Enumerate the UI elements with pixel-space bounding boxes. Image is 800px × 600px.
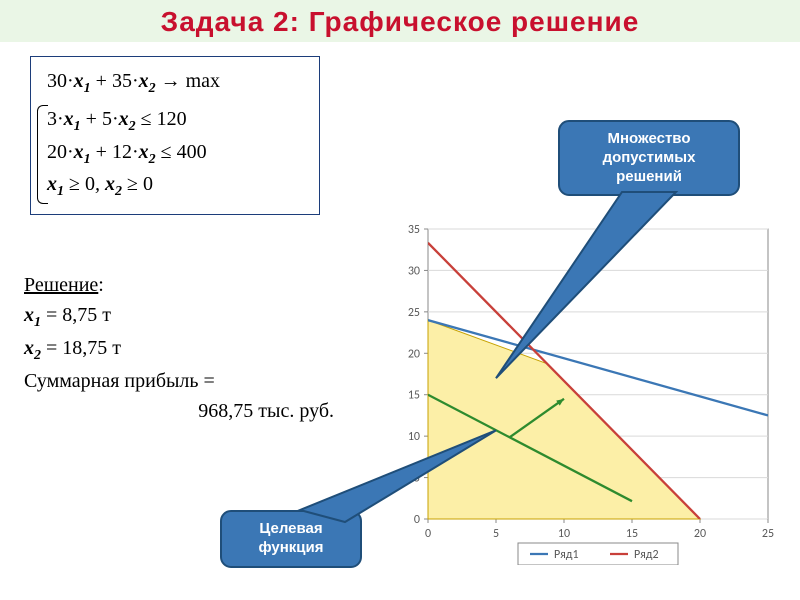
svg-text:10: 10 xyxy=(408,430,420,444)
formula-box: 30·x1 + 35·x2 → max 3·x1 + 5·x2 ≤ 120 20… xyxy=(30,56,320,215)
svg-text:25: 25 xyxy=(408,306,420,320)
constraint-1: 3·x1 + 5·x2 ≤ 120 xyxy=(47,105,307,137)
page-title: Задача 2: Графическое решение xyxy=(0,0,800,42)
svg-text:0: 0 xyxy=(414,513,420,527)
svg-text:25: 25 xyxy=(762,527,774,541)
profit-value: 968,75 тыс. руб. xyxy=(24,396,344,426)
objective-fn: 30·x1 + 35·x2 → max xyxy=(47,67,307,99)
solution-x2: x2 = 18,75 т xyxy=(24,337,121,359)
svg-text:20: 20 xyxy=(694,527,706,541)
svg-text:10: 10 xyxy=(558,527,570,541)
profit-label: Суммарная прибыль = xyxy=(24,370,215,392)
constraint-2: 20·x1 + 12·x2 ≤ 400 xyxy=(47,138,307,170)
svg-text:5: 5 xyxy=(414,472,420,486)
brace-icon xyxy=(37,105,48,204)
solution-x1: x1 = 8,75 т xyxy=(24,304,111,326)
callout-feasible-region: Множестводопустимыхрешений xyxy=(558,120,740,196)
svg-text:15: 15 xyxy=(408,389,420,403)
callout-objective-fn: Целеваяфункция xyxy=(220,510,362,568)
chart: 0 5 10 15 20 25 30 35 0 5 10 15 20 25 Ряд1 Ряд2 xyxy=(380,215,780,565)
svg-text:5: 5 xyxy=(493,527,499,541)
solution-block: Решение: x1 = 8,75 т x2 = 18,75 т Суммар… xyxy=(24,270,344,426)
svg-text:Ряд1: Ряд1 xyxy=(554,548,579,562)
svg-text:35: 35 xyxy=(408,223,420,237)
svg-text:15: 15 xyxy=(626,527,638,541)
svg-text:30: 30 xyxy=(408,264,420,278)
constraint-3: x1 ≥ 0, x2 ≥ 0 xyxy=(47,170,307,202)
solution-heading: Решение xyxy=(24,274,98,296)
svg-text:20: 20 xyxy=(408,347,420,361)
svg-text:Ряд2: Ряд2 xyxy=(634,548,659,562)
svg-text:0: 0 xyxy=(425,527,431,541)
